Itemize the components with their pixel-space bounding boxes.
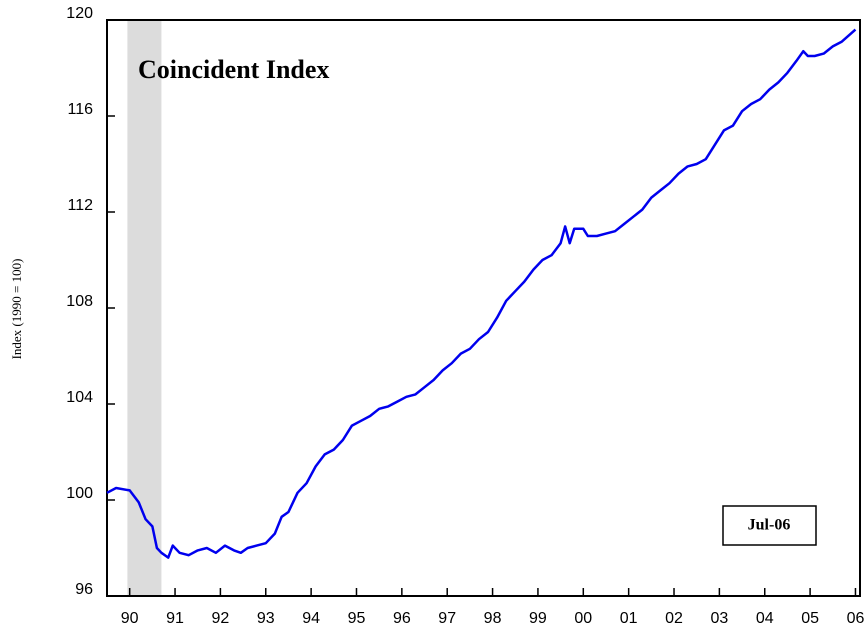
y-tick-label: 112: [67, 197, 93, 214]
x-tick-label: 95: [348, 610, 366, 627]
x-tick-label: 00: [574, 610, 592, 627]
y-tick-label: 108: [66, 293, 93, 310]
x-tick-label: 94: [302, 610, 320, 627]
x-tick-label: 99: [529, 610, 547, 627]
x-tick-label: 05: [801, 610, 819, 627]
x-tick-label: 93: [257, 610, 275, 627]
x-tick-label: 02: [665, 610, 683, 627]
x-tick-label: 92: [212, 610, 230, 627]
x-tick-label: 03: [710, 610, 728, 627]
x-tick-label: 91: [166, 610, 184, 627]
data-line: [106, 28, 857, 559]
y-tick-label: 104: [66, 389, 93, 406]
x-tick-label: 96: [393, 610, 411, 627]
y-tick-label: 96: [75, 581, 93, 598]
chart-title: Coincident Index: [138, 55, 329, 84]
x-tick-label: 01: [620, 610, 638, 627]
x-tick-label: 04: [756, 610, 774, 627]
x-tick-label: 90: [121, 610, 139, 627]
annotation: Jul-06: [748, 517, 791, 534]
annotation-box: [722, 505, 817, 546]
y-tick-label: 116: [67, 101, 93, 118]
y-tick-label: 120: [66, 5, 93, 22]
x-tick-label: 97: [438, 610, 456, 627]
y-axis-label: Index (1990 = 100): [9, 259, 24, 360]
x-tick-label: 98: [484, 610, 502, 627]
x-tick-label: 06: [847, 610, 865, 627]
shaded-region: [127, 20, 162, 596]
y-tick-label: 100: [66, 485, 93, 502]
